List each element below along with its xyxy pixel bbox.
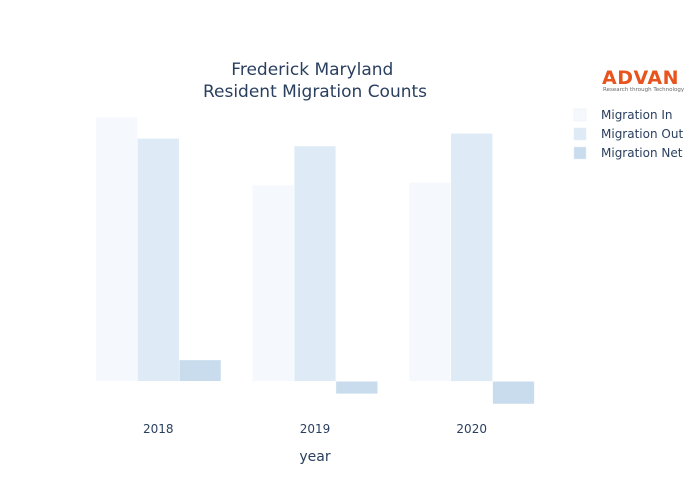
legend-label: Migration In xyxy=(601,108,673,122)
chart-title: Frederick Maryland Resident Migration Co… xyxy=(203,60,427,102)
legend-item-migration-out[interactable]: Migration Out xyxy=(573,127,683,141)
bar-migration-net-2020[interactable] xyxy=(492,381,535,405)
legend: Migration In Migration Out Migration Net xyxy=(573,108,683,160)
legend-swatch xyxy=(573,127,587,141)
x-axis-ticks: 2018 2019 2020 xyxy=(143,422,487,436)
legend-label: Migration Out xyxy=(601,127,683,141)
bar-migration-out-2019[interactable] xyxy=(293,145,337,382)
x-axis-title: year xyxy=(299,449,330,465)
legend-swatch xyxy=(573,108,587,122)
chart-title-line-2: Resident Migration Counts xyxy=(203,82,427,102)
legend-item-migration-net[interactable]: Migration Net xyxy=(573,146,683,160)
bar-migration-in-2019[interactable] xyxy=(252,184,295,382)
bar-migration-net-2018[interactable] xyxy=(178,359,222,382)
x-tick-label: 2019 xyxy=(300,422,331,436)
bar-migration-out-2020[interactable] xyxy=(450,133,493,382)
x-tick-label: 2018 xyxy=(143,422,174,436)
bar-migration-in-2018[interactable] xyxy=(95,116,138,382)
plot-area xyxy=(95,116,535,405)
chart-title-line-1: Frederick Maryland xyxy=(231,60,393,80)
advan-logo: ADVAN Research through Technology xyxy=(602,67,685,93)
bar-migration-out-2018[interactable] xyxy=(137,138,180,382)
legend-swatch xyxy=(573,146,587,160)
legend-label: Migration Net xyxy=(601,146,683,160)
logo-wordmark: ADVAN xyxy=(602,67,679,89)
x-tick-label: 2020 xyxy=(456,422,487,436)
logo-tagline: Research through Technology xyxy=(603,87,685,93)
bar-migration-net-2019[interactable] xyxy=(335,381,378,395)
bar-migration-in-2020[interactable] xyxy=(408,182,452,382)
legend-item-migration-in[interactable]: Migration In xyxy=(573,108,673,122)
